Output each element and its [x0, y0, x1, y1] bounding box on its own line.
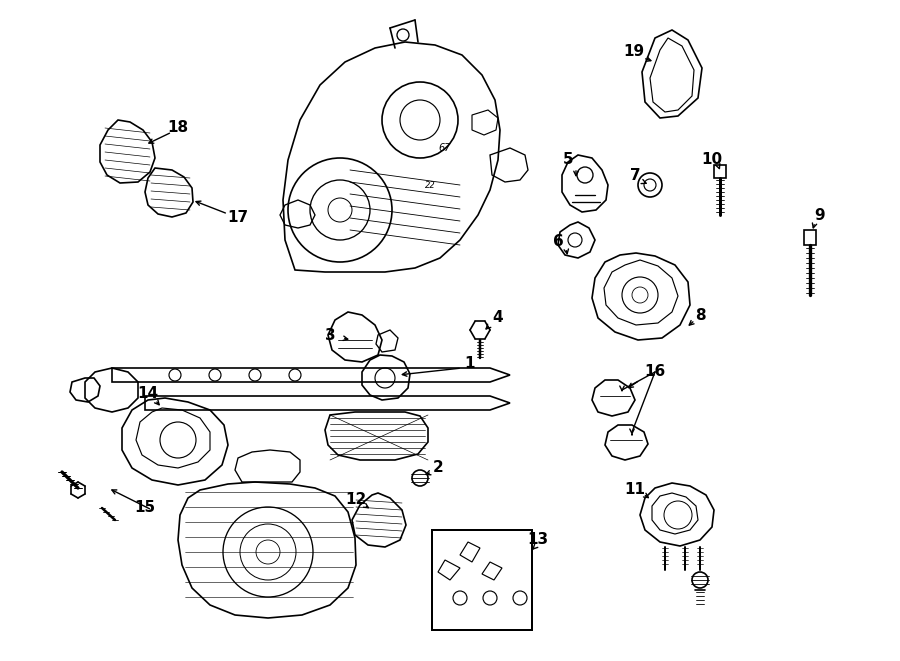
Text: 16: 16 — [644, 364, 666, 379]
Text: 13: 13 — [527, 533, 549, 547]
Text: 12: 12 — [346, 492, 366, 508]
Text: 67: 67 — [439, 143, 451, 153]
Text: 4: 4 — [492, 311, 503, 325]
Text: 6: 6 — [553, 235, 563, 249]
Text: 3: 3 — [325, 327, 336, 342]
Text: 15: 15 — [134, 500, 156, 516]
Text: 14: 14 — [138, 387, 158, 401]
Text: 1: 1 — [464, 356, 475, 371]
Text: 9: 9 — [814, 208, 825, 223]
Text: 8: 8 — [695, 307, 706, 323]
Text: 2: 2 — [433, 461, 444, 475]
Text: 7: 7 — [630, 167, 640, 182]
Text: 22: 22 — [425, 180, 436, 190]
Text: 18: 18 — [167, 120, 189, 136]
Text: 10: 10 — [701, 153, 723, 167]
Text: 11: 11 — [625, 483, 645, 498]
Text: 19: 19 — [624, 44, 644, 59]
Text: 17: 17 — [228, 210, 248, 225]
Text: 5: 5 — [562, 153, 573, 167]
